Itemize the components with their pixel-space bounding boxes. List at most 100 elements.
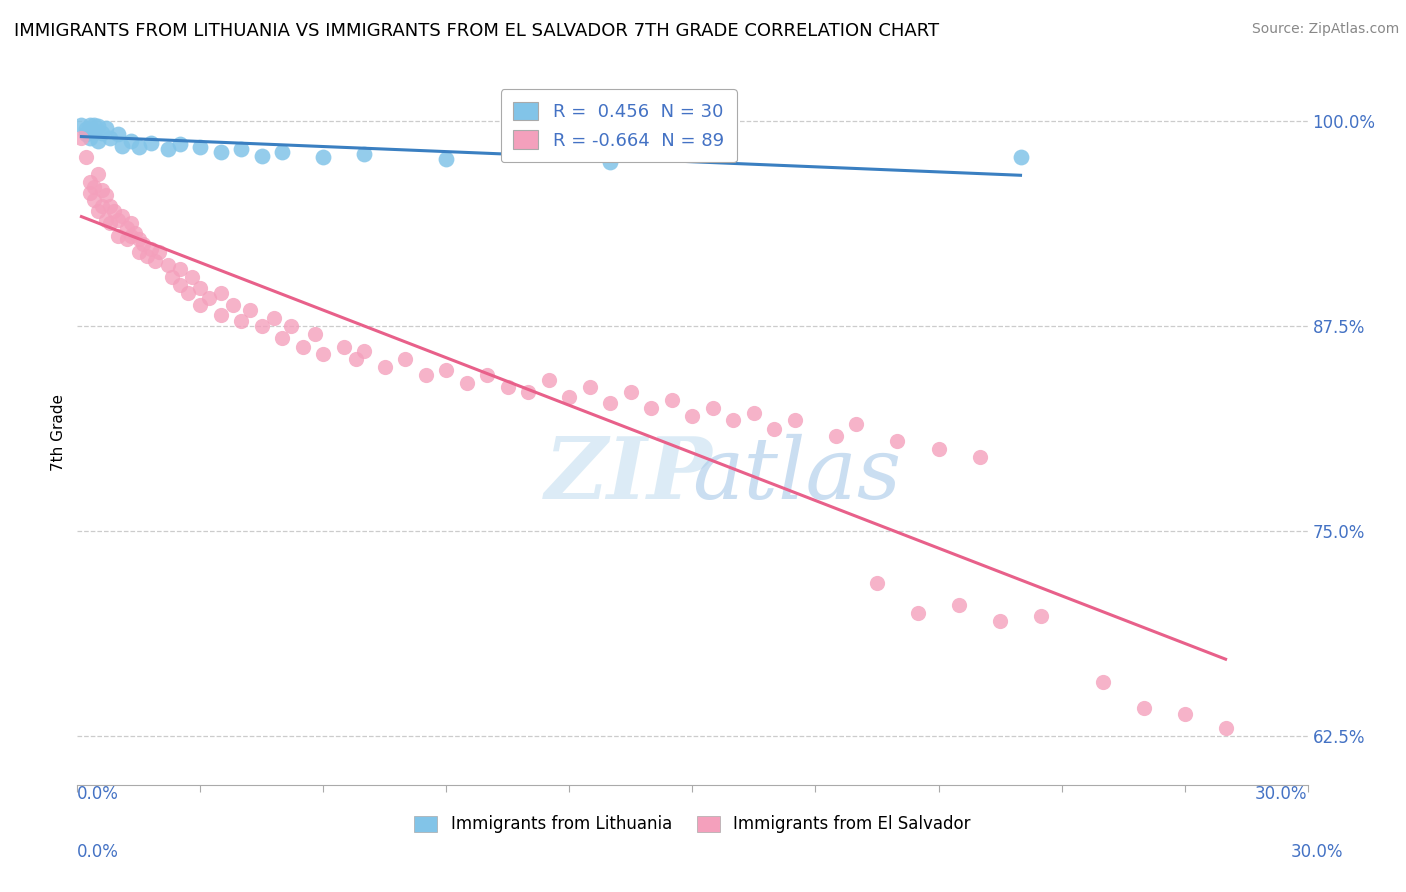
Point xyxy=(1010,150,1032,164)
Text: 30.0%: 30.0% xyxy=(1256,785,1308,803)
Text: atlas: atlas xyxy=(693,434,901,516)
Point xyxy=(988,614,1011,628)
Point xyxy=(312,150,335,164)
Point xyxy=(1029,609,1052,624)
Point xyxy=(160,269,183,284)
Point xyxy=(128,232,150,246)
Point xyxy=(209,286,232,301)
Point xyxy=(742,406,765,420)
Point xyxy=(83,193,105,207)
Point xyxy=(517,384,540,399)
Point xyxy=(94,120,117,135)
Point xyxy=(120,216,142,230)
Point xyxy=(394,351,416,366)
Point xyxy=(83,124,105,138)
Point xyxy=(107,212,129,227)
Point xyxy=(98,130,121,145)
Point xyxy=(169,261,191,276)
Text: 30.0%: 30.0% xyxy=(1291,843,1343,861)
Point xyxy=(111,138,134,153)
Point xyxy=(948,598,970,612)
Point xyxy=(558,390,581,404)
Point xyxy=(103,204,125,219)
Point xyxy=(156,142,179,156)
Text: 0.0%: 0.0% xyxy=(77,843,120,861)
Point xyxy=(136,249,159,263)
Point xyxy=(353,343,375,358)
Point xyxy=(682,409,704,424)
Point xyxy=(75,122,97,136)
Point xyxy=(620,384,643,399)
Point xyxy=(280,319,302,334)
Point xyxy=(763,422,786,436)
Point xyxy=(866,576,889,591)
Point xyxy=(304,327,326,342)
Point xyxy=(181,269,204,284)
Point xyxy=(907,606,929,620)
Point xyxy=(132,237,155,252)
Point xyxy=(79,175,101,189)
Point xyxy=(87,134,110,148)
Point xyxy=(120,229,142,244)
Point xyxy=(415,368,437,383)
Point xyxy=(70,130,93,145)
Point xyxy=(94,212,117,227)
Point xyxy=(197,291,219,305)
Point xyxy=(124,226,146,240)
Point xyxy=(128,140,150,154)
Point xyxy=(111,209,134,223)
Point xyxy=(83,118,105,132)
Point xyxy=(188,298,212,312)
Point xyxy=(128,245,150,260)
Point xyxy=(271,145,294,160)
Point xyxy=(886,434,908,448)
Point xyxy=(169,137,191,152)
Point xyxy=(79,186,101,201)
Point xyxy=(231,314,253,328)
Point xyxy=(90,199,114,213)
Point xyxy=(115,232,138,246)
Point xyxy=(353,147,375,161)
Point xyxy=(94,188,117,202)
Point xyxy=(537,373,560,387)
Point xyxy=(209,308,232,322)
Text: ZIP: ZIP xyxy=(546,434,713,516)
Point xyxy=(141,136,163,150)
Text: IMMIGRANTS FROM LITHUANIA VS IMMIGRANTS FROM EL SALVADOR 7TH GRADE CORRELATION C: IMMIGRANTS FROM LITHUANIA VS IMMIGRANTS … xyxy=(14,22,939,40)
Point xyxy=(83,179,105,194)
Point xyxy=(783,412,806,426)
Point xyxy=(75,150,97,164)
Point xyxy=(312,347,335,361)
Point xyxy=(723,412,745,426)
Point xyxy=(231,142,253,156)
Point xyxy=(98,199,121,213)
Point xyxy=(75,128,97,142)
Point xyxy=(87,204,110,219)
Point xyxy=(107,128,129,142)
Point xyxy=(1132,701,1154,715)
Point xyxy=(98,216,121,230)
Text: Source: ZipAtlas.com: Source: ZipAtlas.com xyxy=(1251,22,1399,37)
Legend: Immigrants from Lithuania, Immigrants from El Salvador: Immigrants from Lithuania, Immigrants fr… xyxy=(408,809,977,840)
Point xyxy=(120,134,142,148)
Point xyxy=(188,140,212,154)
Point xyxy=(333,340,356,354)
Point xyxy=(222,298,245,312)
Point xyxy=(436,363,458,377)
Point xyxy=(177,286,200,301)
Point xyxy=(209,145,232,160)
Point xyxy=(87,167,110,181)
Point xyxy=(344,351,367,366)
Point xyxy=(169,278,191,293)
Point xyxy=(825,429,848,443)
Y-axis label: 7th Grade: 7th Grade xyxy=(51,394,66,471)
Point xyxy=(271,330,294,344)
Point xyxy=(477,368,499,383)
Point xyxy=(79,122,101,136)
Point xyxy=(79,118,101,132)
Point xyxy=(239,302,262,317)
Point xyxy=(250,319,273,334)
Point xyxy=(1215,721,1237,735)
Point xyxy=(374,360,396,375)
Point xyxy=(141,242,163,256)
